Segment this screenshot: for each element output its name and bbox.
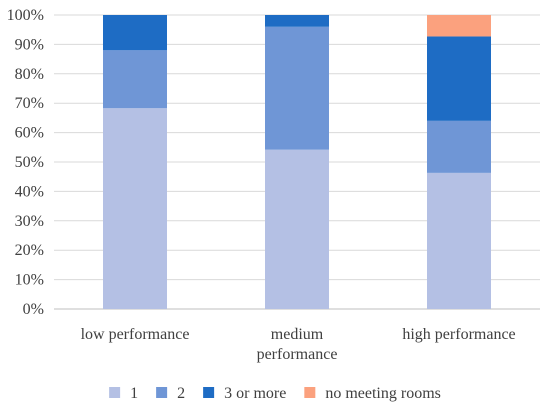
x-tick-label: performance [257,346,338,363]
bar-segment [427,120,491,173]
x-tick-label: low performance [81,326,190,343]
legend-label: 3 or more [224,385,286,402]
bar-segment [427,15,491,37]
bars [103,15,491,309]
y-tick-label: 30% [15,213,44,230]
bar-segment [265,149,329,309]
y-tick-label: 10% [15,272,44,289]
legend-swatch [156,387,168,398]
x-tick-label: high performance [402,326,515,343]
y-tick-label: 90% [15,36,44,53]
x-axis: low performance medium performance high per… [81,326,516,363]
legend-label: no meeting rooms [325,385,441,402]
bar-segment [265,15,329,27]
x-tick-label: medium [271,326,324,343]
y-tick-label: 70% [15,95,44,112]
bar-segment [265,26,329,150]
y-tick-label: 60% [15,125,44,142]
bar-segment [427,36,491,121]
y-tick-label: 50% [15,154,44,171]
legend-label: 2 [177,385,185,402]
y-tick-label: 80% [15,66,44,83]
bar-segment [103,50,167,109]
y-tick-label: 40% [15,183,44,200]
y-tick-label: 20% [15,242,44,259]
bar-segment [427,172,491,309]
legend: 1 2 3 or more no meeting rooms [109,385,441,402]
legend-swatch [109,387,121,398]
y-axis: 0% 10% 20% 30% 40% 50% 60% 70% 80% 90% 100% [7,7,44,318]
y-tick-label: 0% [23,301,44,318]
legend-label: 1 [130,385,138,402]
legend-swatch [304,387,316,398]
bar-segment [103,108,167,309]
bar-segment [103,15,167,51]
y-tick-label: 100% [7,7,44,24]
legend-swatch [203,387,215,398]
